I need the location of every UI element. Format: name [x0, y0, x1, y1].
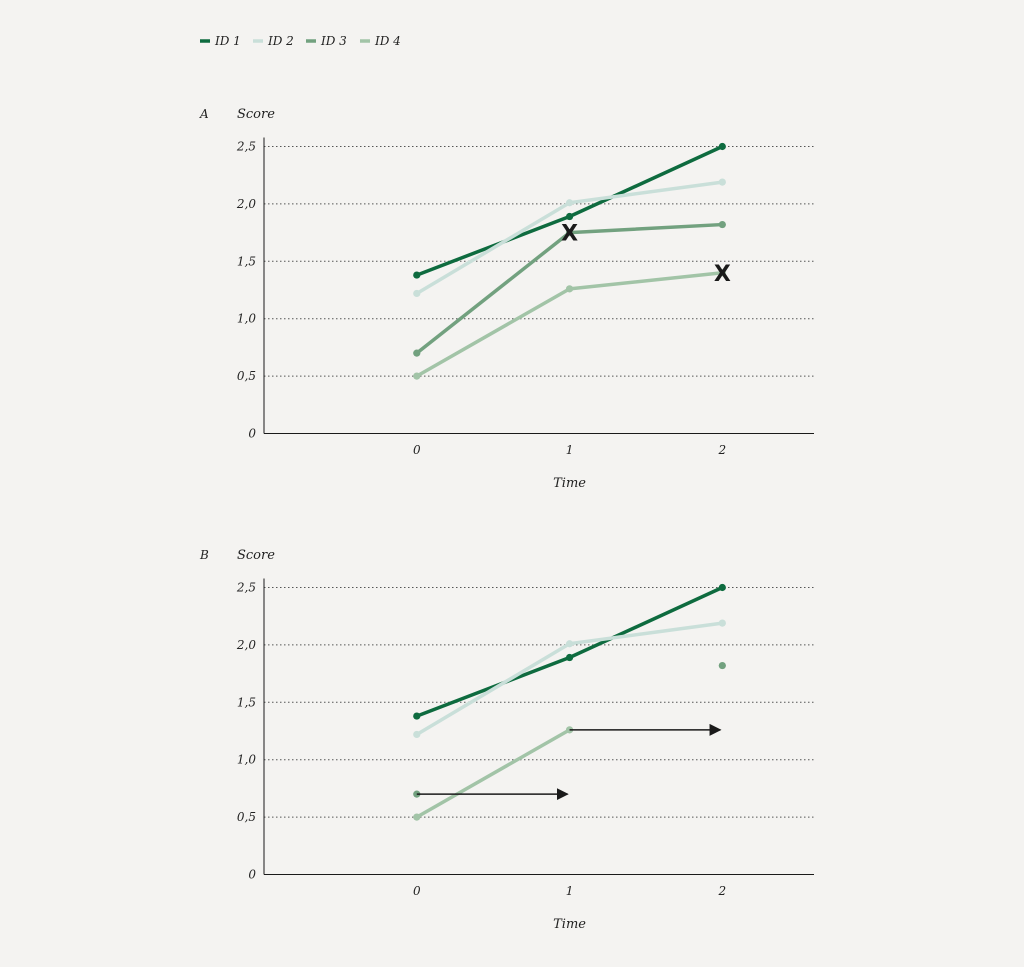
data-point: [718, 619, 726, 627]
data-point: [718, 583, 726, 592]
data-point: [413, 271, 421, 279]
data-point: [565, 212, 574, 221]
series-line: [415, 585, 725, 718]
missing-value-marker: X: [561, 222, 578, 247]
x-tick-label: 1: [566, 884, 574, 898]
data-point: [413, 730, 421, 739]
chart-panel-a: A Score 0 0,5 1,0 1,5 2,0 2,5 0 1 2 Time X X: [199, 107, 814, 491]
legend-item: ID 4: [360, 34, 401, 48]
series-line: [415, 621, 725, 737]
data-point: [565, 640, 574, 648]
y-tick-label: 1,5: [237, 254, 256, 268]
y-tick-label: 0,5: [237, 810, 256, 824]
chart-panels: A Score 0 0,5 1,0 1,5 2,0 2,5 0 1 2 Time X X B Score 0 0,…: [199, 107, 814, 932]
data-point: [565, 229, 574, 237]
series-id-2: [413, 619, 726, 739]
x-axis-title: Time: [553, 476, 586, 491]
data-point: [718, 178, 726, 186]
legend-label: ID 3: [320, 34, 347, 48]
series-id-1: [413, 583, 726, 720]
y-tick-label: 0: [248, 427, 256, 441]
legend-label: ID 2: [267, 34, 294, 48]
data-point: [718, 269, 726, 277]
series-id-3: [413, 220, 726, 357]
data-point: [718, 142, 726, 151]
panel-label: A: [199, 107, 209, 121]
x-tick-label: 2: [718, 443, 727, 457]
series-id-4: [413, 726, 574, 821]
y-axis-title: Score: [237, 548, 275, 563]
panel-label: B: [199, 548, 209, 562]
y-tick-label: 1,5: [237, 695, 256, 709]
series-id-2: [413, 178, 726, 298]
legend-item: ID 2: [253, 34, 294, 48]
x-tick-label: 0: [413, 884, 421, 898]
y-tick-label: 2,5: [236, 581, 256, 595]
data-point: [565, 199, 574, 207]
series-line: [415, 728, 572, 819]
x-tick-label: 0: [413, 443, 421, 457]
data-point: [565, 653, 574, 662]
data-point: [413, 813, 421, 821]
data-point: [413, 372, 421, 380]
y-tick-label: 2,5: [236, 140, 256, 154]
legend-label: ID 4: [374, 34, 401, 48]
chart-legend: ID 1 ID 2 ID 3 ID 4: [200, 34, 401, 48]
series-id-1: [413, 142, 726, 279]
data-point: [718, 220, 726, 229]
y-tick-label: 2,0: [236, 638, 256, 652]
legend-item: ID 1: [200, 34, 241, 48]
data-point: [413, 349, 421, 357]
x-tick-label: 2: [718, 884, 727, 898]
x-axis-title: Time: [553, 917, 586, 932]
y-tick-label: 2,0: [236, 197, 256, 211]
missing-value-marker: X: [714, 262, 731, 287]
y-tick-label: 0,5: [237, 369, 256, 383]
series-id-4: [413, 269, 726, 380]
y-tick-label: 1,0: [237, 312, 256, 326]
data-point: [718, 661, 726, 670]
legend-label: ID 1: [214, 34, 241, 48]
series-line: [415, 144, 725, 277]
chart-panel-b: B Score 0 0,5 1,0 1,5 2,0 2,5 0 1 2 Time: [199, 548, 814, 932]
legend-item: ID 3: [306, 34, 347, 48]
data-point: [565, 285, 574, 293]
y-tick-label: 0: [248, 868, 256, 882]
data-point: [413, 712, 421, 720]
x-tick-label: 1: [566, 443, 574, 457]
y-axis-title: Score: [237, 107, 275, 122]
data-point: [413, 289, 421, 298]
y-tick-label: 1,0: [237, 753, 256, 767]
